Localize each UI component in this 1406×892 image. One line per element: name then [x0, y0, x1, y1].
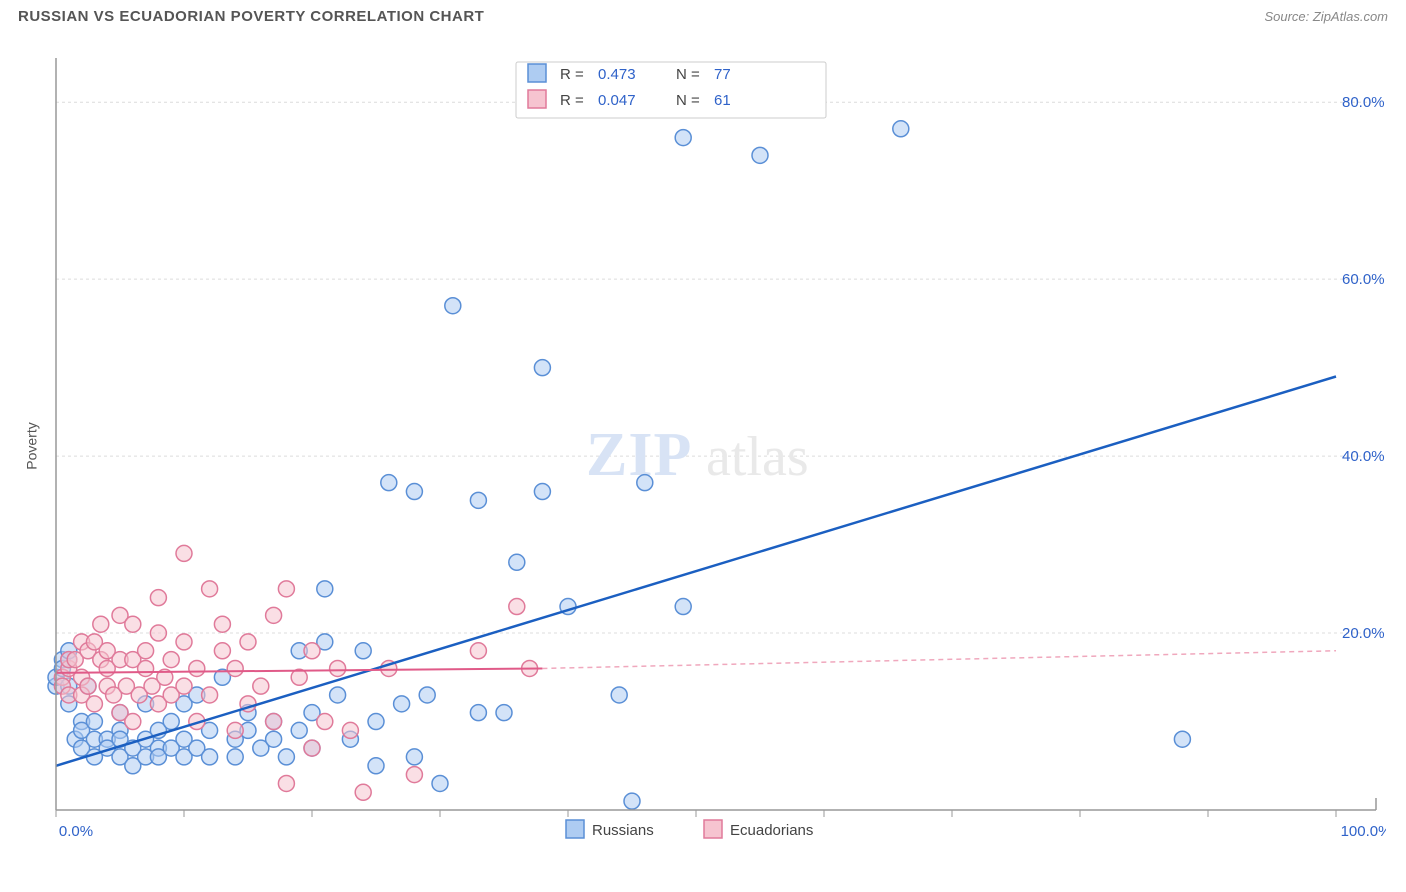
data-point	[624, 793, 640, 809]
data-point	[394, 696, 410, 712]
data-point	[202, 749, 218, 765]
chart-container: 20.0%40.0%60.0%80.0%ZIPatlas0.0%100.0%R …	[46, 40, 1386, 850]
data-point	[227, 722, 243, 738]
data-point	[189, 660, 205, 676]
data-point	[355, 784, 371, 800]
y-tick-label: 20.0%	[1342, 625, 1385, 642]
series-label: Ecuadorians	[730, 822, 813, 839]
data-point	[138, 660, 154, 676]
y-tick-label: 80.0%	[1342, 94, 1385, 111]
data-point	[611, 687, 627, 703]
series-swatch	[566, 820, 584, 838]
data-point	[419, 687, 435, 703]
watermark-text: atlas	[706, 426, 809, 488]
data-point	[317, 714, 333, 730]
legend-swatch	[528, 64, 546, 82]
data-point	[86, 696, 102, 712]
data-point	[278, 775, 294, 791]
data-point	[330, 660, 346, 676]
data-point	[266, 607, 282, 623]
data-point	[291, 722, 307, 738]
data-point	[266, 731, 282, 747]
y-axis-label: Poverty	[24, 422, 40, 469]
series-swatch	[704, 820, 722, 838]
data-point	[406, 749, 422, 765]
data-point	[253, 678, 269, 694]
data-point	[381, 475, 397, 491]
data-point	[675, 130, 691, 146]
data-point	[80, 678, 96, 694]
data-point	[509, 554, 525, 570]
data-point	[317, 581, 333, 597]
data-point	[342, 722, 358, 738]
chart-title: RUSSIAN VS ECUADORIAN POVERTY CORRELATIO…	[18, 8, 484, 25]
data-point	[406, 767, 422, 783]
data-point	[432, 775, 448, 791]
data-point	[534, 484, 550, 500]
data-point	[138, 643, 154, 659]
data-point	[534, 360, 550, 376]
series-label: Russians	[592, 822, 654, 839]
data-point	[278, 581, 294, 597]
legend-r-label: R =	[560, 92, 584, 109]
legend-r-label: R =	[560, 66, 584, 83]
source-label: Source: ZipAtlas.com	[1264, 9, 1388, 24]
data-point	[470, 705, 486, 721]
data-point	[278, 749, 294, 765]
data-point	[1174, 731, 1190, 747]
legend-n-value: 77	[714, 66, 731, 83]
x-tick-label: 0.0%	[59, 823, 93, 840]
data-point	[496, 705, 512, 721]
data-point	[637, 475, 653, 491]
scatter-chart: 20.0%40.0%60.0%80.0%ZIPatlas0.0%100.0%R …	[46, 40, 1386, 850]
data-point	[470, 492, 486, 508]
data-point	[93, 616, 109, 632]
data-point	[176, 545, 192, 561]
data-point	[368, 714, 384, 730]
y-tick-label: 40.0%	[1342, 448, 1385, 465]
legend-n-label: N =	[676, 92, 700, 109]
data-point	[893, 121, 909, 137]
x-tick-label: 100.0%	[1341, 823, 1386, 840]
data-point	[202, 581, 218, 597]
data-point	[214, 616, 230, 632]
data-point	[150, 625, 166, 641]
data-point	[240, 634, 256, 650]
data-point	[304, 740, 320, 756]
data-point	[330, 687, 346, 703]
data-point	[163, 652, 179, 668]
data-point	[752, 147, 768, 163]
data-point	[509, 599, 525, 615]
data-point	[266, 714, 282, 730]
y-tick-label: 60.0%	[1342, 271, 1385, 288]
legend-r-value: 0.473	[598, 66, 636, 83]
data-point	[227, 660, 243, 676]
data-point	[675, 599, 691, 615]
legend-swatch	[528, 90, 546, 108]
data-point	[125, 616, 141, 632]
data-point	[227, 749, 243, 765]
data-point	[163, 714, 179, 730]
trend-line-ecuadorians-dash	[542, 651, 1336, 669]
data-point	[368, 758, 384, 774]
data-point	[304, 643, 320, 659]
title-bar: RUSSIAN VS ECUADORIAN POVERTY CORRELATIO…	[0, 0, 1406, 29]
legend-r-value: 0.047	[598, 92, 636, 109]
legend-n-label: N =	[676, 66, 700, 83]
data-point	[202, 687, 218, 703]
data-point	[445, 298, 461, 314]
data-point	[214, 643, 230, 659]
data-point	[125, 714, 141, 730]
data-point	[176, 678, 192, 694]
data-point	[176, 634, 192, 650]
trend-line-russians	[56, 376, 1336, 765]
data-point	[470, 643, 486, 659]
data-point	[355, 643, 371, 659]
data-point	[150, 590, 166, 606]
data-point	[86, 714, 102, 730]
legend-n-value: 61	[714, 92, 731, 109]
data-point	[406, 484, 422, 500]
